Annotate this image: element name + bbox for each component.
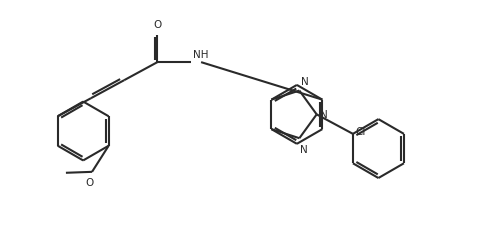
Text: O: O: [154, 20, 162, 30]
Text: N: N: [320, 110, 327, 120]
Text: N: N: [300, 145, 308, 155]
Text: N: N: [301, 77, 309, 87]
Text: Cl: Cl: [356, 127, 366, 138]
Text: O: O: [85, 179, 93, 189]
Text: NH: NH: [193, 50, 208, 60]
